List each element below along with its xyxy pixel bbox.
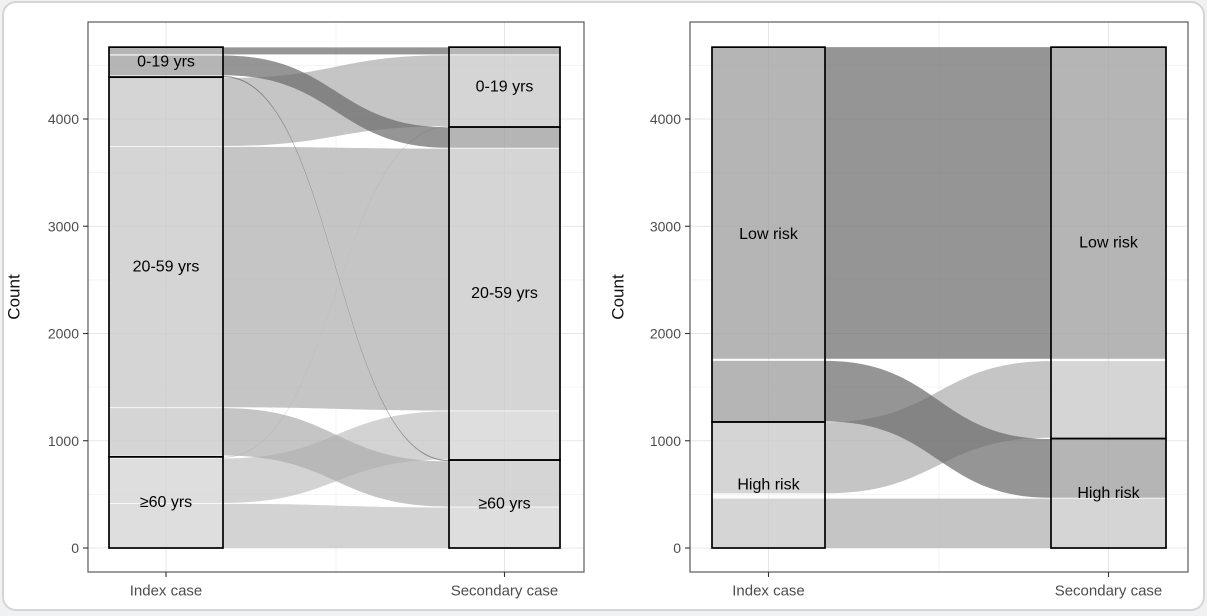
stratum-box — [1050, 437, 1167, 549]
stratum-box — [711, 421, 826, 549]
panel-risk-group-alluvial: Low risk High risk Low risk High risk 0 1000 2… — [609, 21, 1189, 600]
stratum-box — [108, 76, 224, 458]
panel-age-group-alluvial: 0-19 yrs 20-59 yrs ≥60 yrs 0-19 yrs 20-59 yr… — [5, 21, 585, 600]
y-axis-title: Count — [5, 274, 24, 320]
y-tick-label: 0 — [673, 540, 681, 556]
y-tick-label: 1000 — [650, 433, 681, 449]
y-tick-label: 2000 — [48, 326, 79, 342]
y-tick-label: 0 — [71, 540, 79, 556]
flow-ribbon — [109, 503, 560, 548]
stratum-label: 0-19 yrs — [137, 54, 195, 71]
stratum-label: High risk — [1077, 485, 1140, 502]
stratum-box — [108, 46, 224, 79]
stratum-box — [1050, 46, 1167, 440]
y-tick-label: 2000 — [650, 326, 681, 342]
y-tick-label: 4000 — [650, 111, 681, 127]
stratum-box — [448, 459, 561, 549]
stratum-label: ≥60 yrs — [478, 496, 530, 513]
y-tick-label: 4000 — [48, 111, 79, 127]
y-tick-label: 3000 — [48, 218, 79, 234]
x-tick-label: Secondary case — [1055, 583, 1163, 600]
y-tick-label: 1000 — [48, 433, 79, 449]
stratum-box — [448, 46, 561, 128]
x-tick-label: Index case — [732, 583, 805, 600]
flow-ribbon — [109, 146, 560, 411]
y-tick-label: 3000 — [650, 218, 681, 234]
x-tick-label: Index case — [130, 583, 203, 600]
stratum-label: High risk — [737, 476, 800, 493]
stratum-label: Low risk — [739, 226, 799, 243]
y-axis-title: Count — [609, 274, 628, 320]
panel-border — [689, 21, 1189, 573]
stratum-label: ≥60 yrs — [140, 494, 192, 511]
stratum-label: 0-19 yrs — [476, 79, 534, 96]
stratum-box — [711, 46, 826, 423]
stratum-label: Low risk — [1079, 234, 1139, 251]
flow-ribbon — [109, 47, 560, 55]
flow-ribbon — [109, 408, 560, 507]
x-tick-label: Secondary case — [451, 583, 559, 600]
panel-border — [87, 21, 585, 573]
flow-ribbon — [109, 55, 560, 148]
stratum-label: 20-59 yrs — [133, 259, 200, 276]
stratum-box — [108, 455, 224, 549]
stratum-label: 20-59 yrs — [471, 285, 538, 302]
